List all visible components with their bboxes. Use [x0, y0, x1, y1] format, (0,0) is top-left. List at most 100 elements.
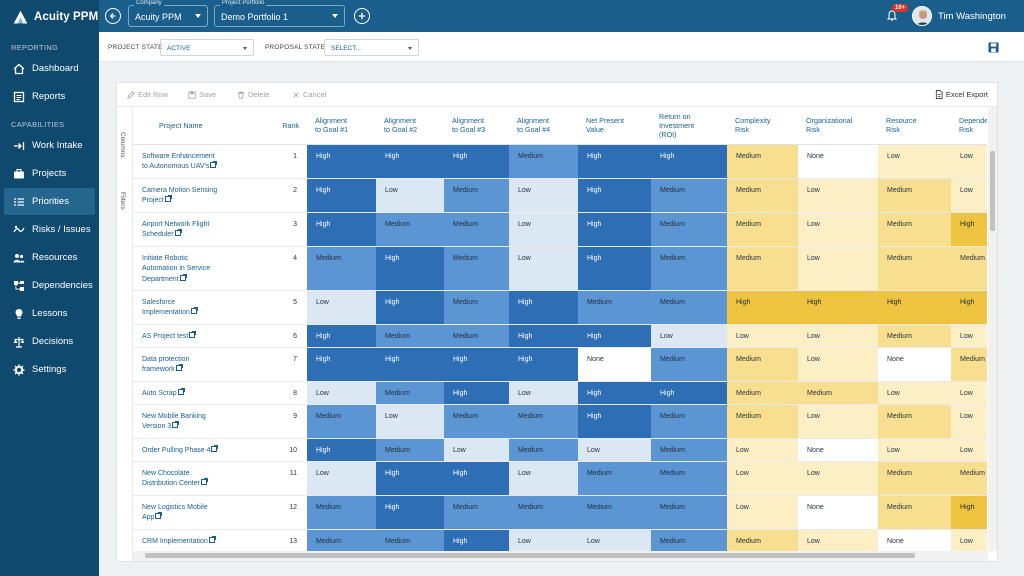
score-cell[interactable]: Medium — [509, 438, 578, 462]
score-cell[interactable]: Low — [951, 178, 987, 213]
score-cell[interactable]: High — [651, 381, 727, 405]
score-cell[interactable]: Low — [727, 461, 798, 496]
user-name[interactable]: Tim Washington — [938, 11, 1006, 22]
external-link-icon[interactable] — [174, 229, 182, 236]
external-link-icon[interactable] — [211, 444, 219, 452]
external-link-icon[interactable] — [179, 273, 187, 281]
column-header[interactable]: Alignment to Goal #1 — [307, 107, 376, 145]
score-cell[interactable]: Medium — [376, 529, 444, 551]
score-cell[interactable]: Low — [509, 461, 578, 496]
score-cell[interactable]: None — [798, 495, 878, 530]
score-cell[interactable]: Low — [578, 529, 651, 551]
score-cell[interactable]: High — [878, 290, 951, 325]
score-cell[interactable]: Medium — [578, 290, 651, 325]
score-cell[interactable]: Low — [951, 144, 987, 179]
column-header[interactable]: Resource Risk — [878, 107, 951, 145]
score-cell[interactable]: Medium — [878, 246, 951, 291]
horizontal-scroll-thumb[interactable] — [145, 553, 915, 558]
score-cell[interactable]: Medium — [444, 495, 509, 530]
score-cell[interactable]: High — [307, 324, 376, 348]
score-cell[interactable]: Medium — [651, 347, 727, 382]
sidebar-item-priorities[interactable]: Priorities — [4, 188, 95, 215]
score-cell[interactable]: Low — [798, 212, 878, 247]
score-cell[interactable]: Low — [444, 438, 509, 462]
table-row[interactable]: CRM Implementation 13 Medium Medium High Low L… — [133, 529, 987, 551]
edit-row-button[interactable]: Edit Row — [127, 90, 168, 99]
score-cell[interactable]: High — [376, 290, 444, 325]
sidebar-item-projects[interactable]: Projects — [4, 160, 95, 187]
score-cell[interactable]: Medium — [376, 438, 444, 462]
sidebar-item-reports[interactable]: Reports — [4, 83, 95, 110]
score-cell[interactable]: Medium — [444, 404, 509, 439]
score-cell[interactable]: None — [798, 144, 878, 179]
column-header[interactable]: Rank — [257, 107, 307, 145]
table-row[interactable]: Initiate Robotic Automation in Service Dep… — [133, 246, 987, 291]
score-cell[interactable]: Medium — [307, 404, 376, 439]
external-link-icon[interactable] — [172, 421, 180, 428]
add-portfolio-button[interactable] — [354, 8, 370, 24]
score-cell[interactable]: Medium — [878, 495, 951, 530]
sidebar-item-decisions[interactable]: Decisions — [4, 328, 95, 355]
score-cell[interactable]: None — [578, 347, 651, 382]
score-cell[interactable]: High — [376, 461, 444, 496]
score-cell[interactable]: Medium — [376, 212, 444, 247]
external-link-icon[interactable] — [164, 195, 172, 202]
table-row[interactable]: Order Pulling Phase 4 10 High Medium Low Medi… — [133, 438, 987, 462]
score-cell[interactable]: Low — [951, 438, 987, 462]
project-name-link[interactable]: CRM Implementation — [133, 529, 257, 551]
score-cell[interactable]: Medium — [651, 495, 727, 530]
external-link-icon[interactable] — [208, 535, 216, 543]
score-cell[interactable]: Low — [509, 178, 578, 213]
score-cell[interactable]: High — [798, 290, 878, 325]
column-header[interactable]: Alignment to Goal #3 — [444, 107, 509, 145]
sidebar-item-settings[interactable]: Settings — [4, 356, 95, 383]
score-cell[interactable]: High — [578, 246, 651, 291]
sidebar-item-lessons[interactable]: Lessons — [4, 300, 95, 327]
score-cell[interactable]: Low — [578, 438, 651, 462]
score-cell[interactable]: Low — [727, 495, 798, 530]
filters-tab[interactable]: Filters — [119, 192, 126, 210]
excel-export-button[interactable]: Excel Export — [935, 90, 988, 99]
score-cell[interactable]: Low — [798, 529, 878, 551]
score-cell[interactable]: Low — [307, 461, 376, 496]
score-cell[interactable]: High — [509, 347, 578, 382]
score-cell[interactable]: High — [578, 178, 651, 213]
score-cell[interactable]: Low — [798, 324, 878, 348]
table-row[interactable]: New Mobile Banking Version 3 9 Medium Low Med… — [133, 404, 987, 439]
external-link-icon[interactable] — [177, 387, 185, 395]
score-cell[interactable]: Medium — [651, 404, 727, 439]
score-cell[interactable]: Medium — [376, 324, 444, 348]
vertical-scroll-thumb[interactable] — [990, 151, 995, 231]
score-cell[interactable]: High — [727, 290, 798, 325]
score-cell[interactable]: Medium — [651, 178, 727, 213]
horizontal-scrollbar[interactable] — [133, 551, 988, 561]
external-link-icon[interactable] — [210, 161, 218, 168]
table-row[interactable]: Salesforce Implementation 5 Low High Medium Hi… — [133, 290, 987, 325]
table-row[interactable]: Camera Motion Sensing Project 2 High Low Medi… — [133, 178, 987, 213]
score-cell[interactable]: Medium — [727, 246, 798, 291]
score-cell[interactable]: Medium — [878, 212, 951, 247]
project-name-link[interactable]: Auto Scrap — [133, 381, 257, 405]
score-cell[interactable]: High — [578, 404, 651, 439]
score-cell[interactable]: High — [376, 495, 444, 530]
score-cell[interactable]: High — [376, 347, 444, 382]
table-row[interactable]: New Logistics Mobile App 12 Medium High Mediu… — [133, 495, 987, 530]
score-cell[interactable]: Low — [878, 381, 951, 405]
score-cell[interactable]: High — [509, 290, 578, 325]
score-cell[interactable]: Medium — [651, 212, 727, 247]
table-row[interactable]: New Chocolate Distribution Center 11 Low Hig… — [133, 461, 987, 496]
score-cell[interactable]: High — [376, 246, 444, 291]
score-cell[interactable]: Medium — [878, 404, 951, 439]
column-header[interactable]: Alignment to Goal #2 — [376, 107, 444, 145]
score-cell[interactable]: Medium — [951, 347, 987, 382]
project-name-link[interactable]: Airport Network Flight Scheduler — [133, 212, 257, 247]
score-cell[interactable]: Medium — [444, 324, 509, 348]
score-cell[interactable]: High — [444, 529, 509, 551]
project-state-select[interactable]: ACTIVE — [160, 39, 254, 56]
score-cell[interactable]: High — [578, 381, 651, 405]
project-name-link[interactable]: Software Enhancement to Autonomous UAV's — [133, 144, 257, 179]
table-row[interactable]: Auto Scrap 8 Low Medium High Low High High Mediu… — [133, 381, 987, 405]
score-cell[interactable]: Medium — [578, 495, 651, 530]
score-cell[interactable]: Medium — [727, 144, 798, 179]
score-cell[interactable]: Low — [951, 404, 987, 439]
